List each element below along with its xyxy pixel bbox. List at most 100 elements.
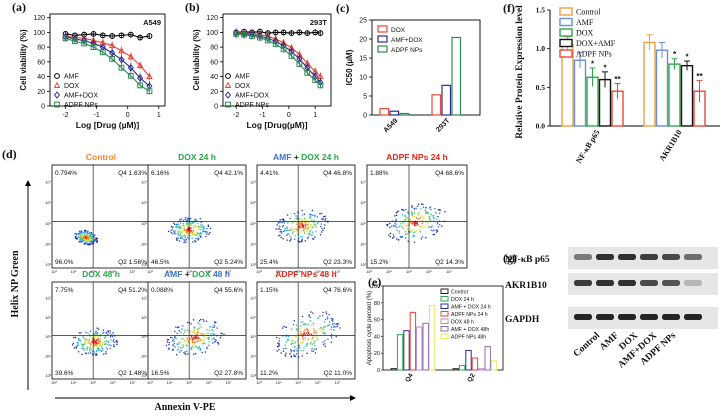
event-dot [205, 320, 208, 322]
y-tick-label: 10⁷ [360, 181, 366, 185]
event-dot [109, 347, 111, 349]
event-dot [407, 240, 409, 242]
event-dot [336, 323, 338, 325]
event-dot [405, 225, 408, 227]
event-dot [419, 231, 421, 233]
event-dot [337, 323, 340, 325]
event-dot [182, 227, 184, 229]
event-dot [88, 338, 90, 340]
event-dot [398, 232, 400, 234]
legend-label: DOX [235, 83, 251, 90]
event-dot [290, 343, 293, 346]
event-dot [83, 231, 85, 233]
event-dot [290, 239, 292, 241]
y-tick-label: 10⁴ [45, 355, 51, 359]
event-dot [386, 223, 388, 226]
event-dot [336, 325, 338, 327]
event-dot [315, 335, 317, 338]
event-dot [303, 323, 306, 325]
event-dot [278, 342, 280, 344]
x-tick-label: 10⁶ [315, 270, 321, 274]
event-dot [87, 240, 89, 242]
event-dot [96, 339, 98, 341]
event-dot [182, 224, 185, 226]
event-dot [324, 321, 326, 323]
event-dot [206, 347, 208, 350]
event-dot [93, 333, 95, 335]
event-dot [411, 214, 413, 216]
event-dot [178, 240, 181, 242]
event-dot [176, 233, 179, 235]
legend-label: AMF [64, 74, 79, 81]
event-dot [324, 340, 326, 342]
event-dot [195, 335, 197, 337]
y-tick-label: 100 [371, 284, 380, 290]
event-dot [293, 340, 295, 342]
event-dot [407, 231, 410, 233]
event-dot [212, 337, 214, 339]
event-dot [301, 209, 303, 212]
event-dot [423, 217, 425, 220]
event-dot [189, 342, 191, 344]
event-dot [339, 327, 341, 329]
event-dot [170, 336, 172, 339]
event-dot [411, 229, 413, 231]
legend-label: ADPF NPs 24 h [451, 312, 488, 318]
legend-marker [54, 73, 60, 79]
event-dot [185, 217, 187, 219]
event-dot [178, 231, 180, 233]
event-dot [176, 224, 178, 226]
event-dot [439, 220, 441, 222]
event-dot [183, 333, 185, 335]
event-dot [175, 237, 178, 239]
event-dot [195, 225, 198, 227]
event-dot [413, 222, 415, 224]
y-tick-label: 40 [37, 74, 45, 81]
event-dot [280, 231, 283, 233]
event-dot [85, 233, 87, 236]
title-segment: AMF [273, 152, 291, 162]
event-dot [309, 232, 311, 235]
event-dot [81, 347, 83, 349]
quadrant-ul: 0.794% [55, 170, 77, 177]
event-dot [102, 349, 104, 351]
event-dot [285, 341, 287, 343]
event-dot [116, 341, 118, 343]
data-point [118, 55, 125, 64]
event-dot [96, 237, 98, 240]
event-dot [314, 352, 317, 354]
event-dot [413, 224, 416, 227]
legend-swatch [559, 7, 573, 16]
event-dot [301, 222, 303, 224]
event-dot [330, 335, 332, 337]
y-tick-label: 25 [359, 18, 367, 25]
data-point [90, 44, 97, 51]
event-dot [293, 212, 296, 215]
event-dot [178, 342, 180, 345]
event-dot [277, 342, 279, 344]
event-dot [102, 342, 104, 344]
event-dot [306, 224, 308, 226]
event-dot [316, 223, 318, 225]
y-axis-label: Cell viability (%) [19, 29, 28, 91]
event-dot [293, 320, 295, 322]
event-dot [81, 353, 83, 355]
event-dot [300, 350, 302, 352]
event-dot [203, 342, 206, 345]
blot-label: NF-κB p65 [505, 255, 550, 265]
y-tick-label: 10⁴ [45, 242, 51, 246]
event-dot [104, 337, 106, 339]
event-dot [324, 215, 326, 217]
event-dot [301, 219, 303, 221]
legend-marker [225, 73, 231, 79]
panel-letter-b: (b) [185, 0, 200, 14]
event-dot [106, 333, 109, 335]
event-dot [323, 326, 325, 328]
event-dot [96, 338, 98, 340]
event-dot [320, 223, 322, 225]
event-dot [331, 337, 333, 339]
legend-label: DOX+AMF [576, 39, 616, 48]
